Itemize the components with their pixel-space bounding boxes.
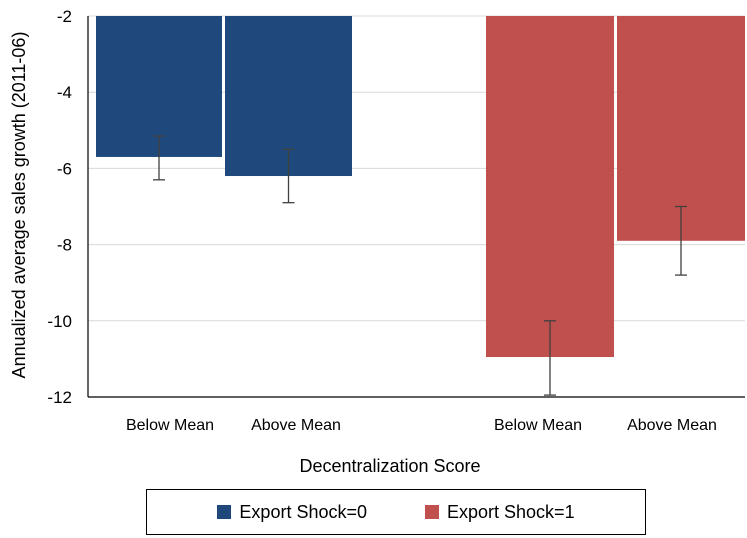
bar	[617, 16, 745, 241]
legend-item-series-0: Export Shock=0	[217, 502, 367, 523]
y-tick-label: -2	[57, 7, 72, 26]
y-tick-label: -8	[57, 236, 72, 255]
bars	[96, 16, 745, 357]
legend-item-series-1: Export Shock=1	[425, 502, 575, 523]
bar	[96, 16, 222, 157]
legend-swatch	[217, 505, 232, 519]
x-tick-label: Below Mean	[494, 417, 582, 434]
error-bars	[153, 135, 687, 396]
axes: -2 -4 -6 -8 -10 -12 Below Mean Above Mean Below …	[47, 7, 745, 434]
y-tick-label: -10	[47, 312, 72, 331]
y-tick-label: -4	[57, 83, 72, 102]
y-axis-title: Annualized average sales growth (2011-06…	[9, 32, 29, 379]
legend-swatch	[425, 505, 439, 519]
x-tick-label: Below Mean	[126, 417, 214, 434]
legend-label: Export Shock=1	[447, 501, 575, 522]
legend: Export Shock=0 Export Shock=1	[146, 489, 646, 535]
x-axis-title: Decentralization Score	[299, 456, 480, 476]
y-tick-label: -12	[47, 388, 72, 407]
y-tick-label: -6	[57, 159, 72, 178]
bar	[486, 16, 614, 357]
x-tick-label: Above Mean	[627, 417, 717, 434]
x-tick-label: Above Mean	[251, 417, 341, 434]
legend-label: Export Shock=0	[239, 501, 367, 522]
